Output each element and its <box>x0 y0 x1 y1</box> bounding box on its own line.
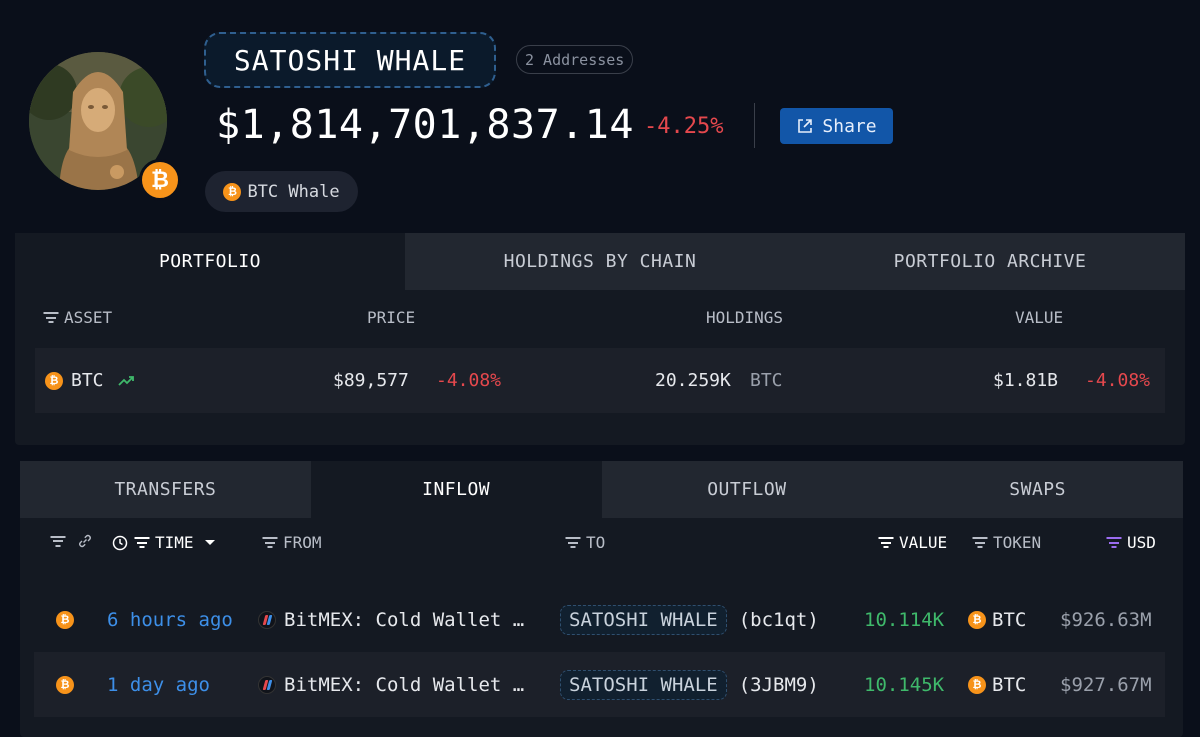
holdings-header-label: HOLDINGS <box>706 308 784 327</box>
token-symbol: BTC <box>992 608 1027 631</box>
bitcoin-icon: ₿ <box>56 610 74 629</box>
external-link-icon <box>798 119 813 133</box>
asset-value-change: -4.08% <box>1085 370 1151 391</box>
time-column-header[interactable]: TIME <box>112 533 216 552</box>
to-entity[interactable]: SATOSHI WHALE (bc1qt) <box>560 587 819 652</box>
price-header-label: PRICE <box>367 308 416 327</box>
tab-holdings-by-chain[interactable]: HOLDINGS BY CHAIN <box>405 233 795 290</box>
bitmex-logo-icon <box>258 610 276 629</box>
link-filter-header[interactable] <box>50 533 93 549</box>
trending-up-icon <box>117 375 134 386</box>
asset-price-change: -4.08% <box>436 370 502 391</box>
tab-transfers[interactable]: TRANSFERS <box>20 461 311 518</box>
to-column-header[interactable]: TO <box>565 533 605 552</box>
from-header-label: FROM <box>283 533 322 552</box>
tab-portfolio-archive[interactable]: PORTFOLIO ARCHIVE <box>795 233 1185 290</box>
time-link[interactable]: 1 day ago <box>107 673 210 696</box>
time-header-label: TIME <box>155 533 194 552</box>
tab-swaps[interactable]: SWAPS <box>892 461 1183 518</box>
token-symbol: BTC <box>992 673 1027 696</box>
bitcoin-icon: ₿ <box>968 675 986 694</box>
chain-cell: ₿ <box>56 652 74 717</box>
from-entity[interactable]: BitMEX: Cold Wallet … <box>258 587 524 652</box>
transfer-tabs: TRANSFERS INFLOW OUTFLOW SWAPS <box>20 461 1183 518</box>
asset-header-label: ASSET <box>64 308 113 327</box>
filter-icon[interactable] <box>972 537 987 548</box>
value-header-label: VALUE <box>899 533 948 552</box>
bitcoin-icon: ₿ <box>968 610 986 629</box>
asset-price: $89,577 <box>333 370 409 391</box>
filter-icon[interactable] <box>134 537 149 548</box>
filter-icon[interactable] <box>878 537 893 548</box>
value-column-header[interactable]: VALUE <box>878 533 947 552</box>
time-link[interactable]: 6 hours ago <box>107 608 233 631</box>
asset-symbol: BTC <box>71 370 104 391</box>
to-entity[interactable]: SATOSHI WHALE (3JBM9) <box>560 652 819 717</box>
portfolio-tabs: PORTFOLIO HOLDINGS BY CHAIN PORTFOLIO AR… <box>15 233 1185 290</box>
tab-portfolio[interactable]: PORTFOLIO <box>15 233 405 290</box>
holdings-column-header[interactable]: HOLDINGS <box>706 308 783 327</box>
filter-icon[interactable] <box>43 312 58 323</box>
price-column-header[interactable]: PRICE <box>367 308 415 327</box>
filter-icon[interactable] <box>262 537 277 548</box>
from-label: BitMEX: Cold Wallet … <box>284 608 525 631</box>
bitcoin-badge-icon: ₿ <box>139 159 181 201</box>
usd-column-header[interactable]: USD <box>1106 533 1156 552</box>
filter-icon[interactable] <box>565 537 580 548</box>
to-entity-tag[interactable]: SATOSHI WHALE <box>560 604 727 635</box>
usd-value: $927.67M <box>1060 673 1152 696</box>
from-column-header[interactable]: FROM <box>262 533 322 552</box>
total-value-change: -4.25% <box>644 114 724 139</box>
asset-holdings: 20.259K <box>655 370 731 391</box>
usd-header-label: USD <box>1127 533 1156 552</box>
transfers-panel: TRANSFERS INFLOW OUTFLOW SWAPS TIME FROM… <box>20 461 1183 737</box>
to-address[interactable]: (3JBM9) <box>738 673 819 696</box>
usd-value: $926.63M <box>1060 608 1152 631</box>
bitcoin-icon: ₿ <box>223 182 242 201</box>
asset-cell[interactable]: ₿ BTC <box>45 348 136 413</box>
table-row[interactable]: ₿ 6 hours ago BitMEX: Cold Wallet … SATO… <box>34 587 1165 652</box>
addresses-count-button[interactable]: 2 Addresses <box>516 45 634 74</box>
from-entity[interactable]: BitMEX: Cold Wallet … <box>258 652 524 717</box>
portfolio-panel: PORTFOLIO HOLDINGS BY CHAIN PORTFOLIO AR… <box>15 233 1185 445</box>
share-label: Share <box>822 115 877 137</box>
entity-title: SATOSHI WHALE <box>204 32 496 88</box>
value-column-header[interactable]: VALUE <box>1015 308 1063 327</box>
transfer-value: 10.114K <box>864 608 945 631</box>
bitmex-logo-icon <box>258 675 276 694</box>
link-icon[interactable] <box>77 533 93 549</box>
token-cell[interactable]: ₿ BTC <box>968 652 1026 717</box>
filter-active-icon[interactable] <box>1106 537 1121 548</box>
sort-down-icon[interactable] <box>204 539 216 547</box>
chain-cell: ₿ <box>56 587 74 652</box>
tab-outflow[interactable]: OUTFLOW <box>601 461 893 518</box>
bitcoin-icon: ₿ <box>45 371 63 390</box>
asset-holdings-unit: BTC <box>750 370 783 391</box>
tag-label: BTC Whale <box>247 181 340 202</box>
clock-icon[interactable] <box>112 535 128 551</box>
to-entity-tag[interactable]: SATOSHI WHALE <box>560 669 727 700</box>
entity-avatar <box>29 52 167 190</box>
to-header-label: TO <box>586 533 606 552</box>
asset-value: $1.81B <box>993 370 1059 391</box>
token-column-header[interactable]: TOKEN <box>972 533 1041 552</box>
token-header-label: TOKEN <box>993 533 1042 552</box>
to-address[interactable]: (bc1qt) <box>738 608 819 631</box>
statue-portrait-image <box>29 52 167 190</box>
transfer-value: 10.145K <box>864 673 945 696</box>
token-cell[interactable]: ₿ BTC <box>968 587 1026 652</box>
header-divider <box>754 103 755 148</box>
total-portfolio-value: $1,814,701,837.14 <box>216 102 634 148</box>
table-row[interactable]: ₿ 1 day ago BitMEX: Cold Wallet … SATOSH… <box>34 652 1165 717</box>
filter-icon[interactable] <box>50 535 65 547</box>
entity-tag-pill[interactable]: ₿ BTC Whale <box>205 171 358 212</box>
from-label: BitMEX: Cold Wallet … <box>284 673 525 696</box>
share-button[interactable]: Share <box>780 108 893 144</box>
tab-inflow[interactable]: INFLOW <box>310 461 602 518</box>
asset-column-header[interactable]: ASSET <box>43 308 112 327</box>
table-row[interactable]: ₿ BTC $89,577 -4.08% 20.259K BTC $1.81B … <box>35 348 1165 413</box>
value-header-label: VALUE <box>1015 308 1064 327</box>
bitcoin-icon: ₿ <box>56 675 74 694</box>
